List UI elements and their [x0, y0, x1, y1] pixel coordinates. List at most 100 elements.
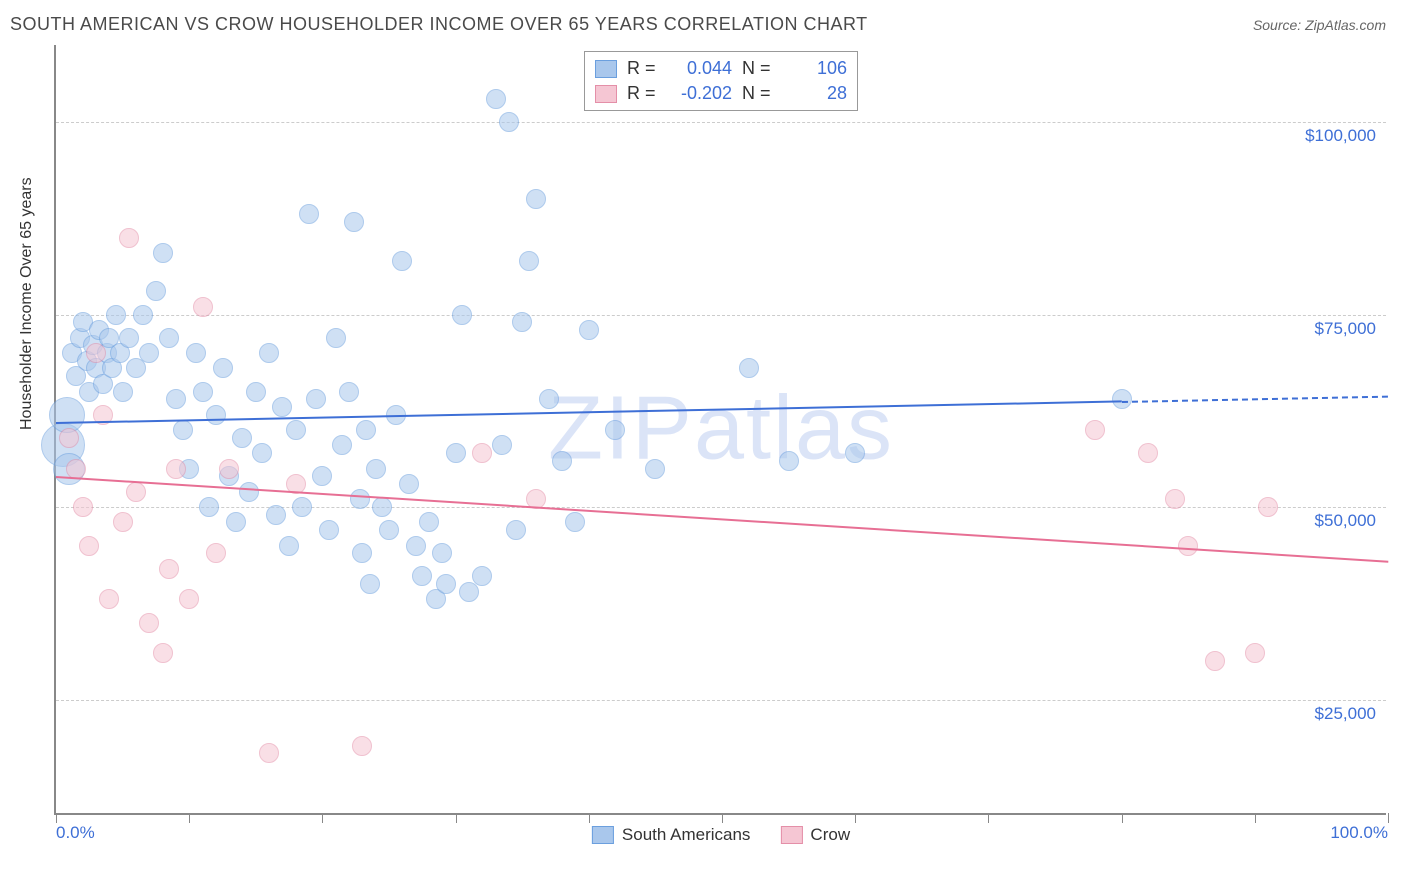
- data-point-crow: [472, 443, 492, 463]
- data-point-crow: [1258, 497, 1278, 517]
- legend-row: R = 0.044 N = 106: [595, 56, 847, 81]
- data-point-south_americans: [299, 204, 319, 224]
- data-point-crow: [99, 589, 119, 609]
- legend-n-label: N =: [742, 58, 772, 79]
- data-point-south_americans: [266, 505, 286, 525]
- chart-title: SOUTH AMERICAN VS CROW HOUSEHOLDER INCOM…: [10, 14, 868, 35]
- data-point-south_americans: [292, 497, 312, 517]
- data-point-south_americans: [199, 497, 219, 517]
- data-point-south_americans: [319, 520, 339, 540]
- chart-source: Source: ZipAtlas.com: [1253, 17, 1386, 33]
- x-tick: [1388, 813, 1389, 823]
- gridline: [56, 700, 1386, 701]
- data-point-south_americans: [326, 328, 346, 348]
- data-point-crow: [352, 736, 372, 756]
- data-point-south_americans: [432, 543, 452, 563]
- data-point-south_americans: [166, 389, 186, 409]
- x-tick: [855, 813, 856, 823]
- correlation-legend: R = 0.044 N = 106 R = -0.202 N = 28: [584, 51, 858, 111]
- data-point-south_americans: [186, 343, 206, 363]
- legend-n-label: N =: [742, 83, 772, 104]
- data-point-crow: [119, 228, 139, 248]
- data-point-south_americans: [232, 428, 252, 448]
- data-point-south_americans: [306, 389, 326, 409]
- data-point-south_americans: [412, 566, 432, 586]
- data-point-south_americans: [552, 451, 572, 471]
- data-point-crow: [79, 536, 99, 556]
- data-point-crow: [159, 559, 179, 579]
- legend-r-value: 0.044: [667, 58, 732, 79]
- data-point-south_americans: [350, 489, 370, 509]
- data-point-south_americans: [344, 212, 364, 232]
- y-tick-label: $50,000: [1315, 511, 1376, 531]
- series-legend: South Americans Crow: [592, 825, 850, 845]
- legend-item: Crow: [780, 825, 850, 845]
- data-point-south_americans: [379, 520, 399, 540]
- data-point-crow: [1245, 643, 1265, 663]
- gridline: [56, 315, 1386, 316]
- legend-n-value: 28: [782, 83, 847, 104]
- gridline: [56, 122, 1386, 123]
- data-point-south_americans: [252, 443, 272, 463]
- data-point-crow: [219, 459, 239, 479]
- legend-r-label: R =: [627, 83, 657, 104]
- data-point-south_americans: [436, 574, 456, 594]
- data-point-south_americans: [239, 482, 259, 502]
- x-tick: [1255, 813, 1256, 823]
- data-point-south_americans: [213, 358, 233, 378]
- data-point-crow: [153, 643, 173, 663]
- data-point-south_americans: [153, 243, 173, 263]
- x-tick: [56, 813, 57, 823]
- data-point-south_americans: [446, 443, 466, 463]
- legend-n-value: 106: [782, 58, 847, 79]
- legend-item: South Americans: [592, 825, 751, 845]
- data-point-south_americans: [206, 405, 226, 425]
- data-point-south_americans: [312, 466, 332, 486]
- data-point-south_americans: [539, 389, 559, 409]
- data-point-south_americans: [356, 420, 376, 440]
- data-point-crow: [1138, 443, 1158, 463]
- legend-r-value: -0.202: [667, 83, 732, 104]
- legend-r-label: R =: [627, 58, 657, 79]
- data-point-crow: [126, 482, 146, 502]
- data-point-crow: [259, 743, 279, 763]
- data-point-south_americans: [499, 112, 519, 132]
- x-tick: [1122, 813, 1123, 823]
- data-point-crow: [113, 512, 133, 532]
- data-point-south_americans: [472, 566, 492, 586]
- data-point-south_americans: [113, 382, 133, 402]
- data-point-south_americans: [286, 420, 306, 440]
- data-point-south_americans: [259, 343, 279, 363]
- legend-row: R = -0.202 N = 28: [595, 81, 847, 106]
- data-point-south_americans: [339, 382, 359, 402]
- trend-line-crow: [56, 476, 1388, 563]
- chart-header: SOUTH AMERICAN VS CROW HOUSEHOLDER INCOM…: [0, 0, 1406, 45]
- data-point-south_americans: [565, 512, 585, 532]
- data-point-south_americans: [279, 536, 299, 556]
- data-point-south_americans: [352, 543, 372, 563]
- x-tick: [988, 813, 989, 823]
- data-point-crow: [206, 543, 226, 563]
- data-point-south_americans: [419, 512, 439, 532]
- data-point-south_americans: [605, 420, 625, 440]
- data-point-crow: [1165, 489, 1185, 509]
- x-tick-label: 0.0%: [56, 823, 95, 843]
- data-point-crow: [193, 297, 213, 317]
- legend-swatch: [592, 826, 614, 844]
- legend-swatch: [595, 85, 617, 103]
- data-point-south_americans: [492, 435, 512, 455]
- data-point-south_americans: [226, 512, 246, 532]
- data-point-south_americans: [399, 474, 419, 494]
- x-tick: [589, 813, 590, 823]
- data-point-south_americans: [739, 358, 759, 378]
- data-point-south_americans: [332, 435, 352, 455]
- data-point-south_americans: [779, 451, 799, 471]
- gridline: [56, 507, 1386, 508]
- data-point-crow: [1205, 651, 1225, 671]
- x-tick: [189, 813, 190, 823]
- data-point-crow: [73, 497, 93, 517]
- x-tick: [456, 813, 457, 823]
- data-point-south_americans: [173, 420, 193, 440]
- data-point-crow: [179, 589, 199, 609]
- x-tick-label: 100.0%: [1330, 823, 1388, 843]
